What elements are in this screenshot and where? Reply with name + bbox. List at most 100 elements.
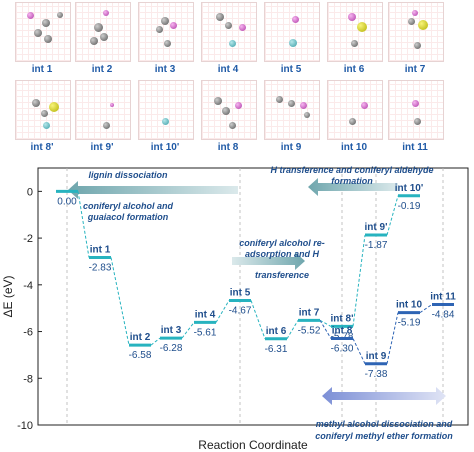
atom-sphere	[40, 109, 48, 117]
value-label-int5: -4.67	[229, 305, 252, 316]
y-tick-label: 0	[27, 186, 33, 198]
value-label-int3: -6.28	[160, 343, 183, 354]
value-label-int10: -5.19	[398, 318, 421, 329]
connector-line	[319, 320, 332, 339]
structure-label: int 2	[91, 64, 113, 75]
structure-thumbnail	[138, 2, 194, 62]
connector-line	[286, 320, 299, 340]
state-label-int9: int 9	[366, 351, 387, 362]
connector-line	[386, 195, 399, 236]
atom-sphere	[411, 99, 419, 107]
value-label-int2: -6.58	[129, 350, 152, 361]
x-axis-label: Reaction Coordinate	[198, 438, 308, 452]
atom-sphere	[289, 39, 297, 47]
methyl-arrow	[322, 387, 446, 405]
structure-thumbnail	[264, 80, 320, 140]
value-label-int9: -7.38	[365, 369, 388, 380]
state-label-int6: int 6	[266, 326, 287, 337]
connector-line	[215, 300, 230, 323]
connector-line	[419, 304, 433, 314]
structure-label: int 4	[217, 64, 239, 75]
value-label-int6: -6.31	[265, 344, 288, 355]
structure-label: int 6	[343, 64, 365, 75]
atom-sphere	[42, 19, 50, 27]
structure-thumbnail	[15, 2, 71, 62]
connector-line	[181, 322, 195, 339]
connector-line	[352, 234, 366, 327]
y-tick-label: -6	[23, 327, 33, 339]
y-tick-label: -2	[23, 233, 33, 245]
state-label-int2: int 2	[130, 332, 151, 343]
atom-sphere	[348, 117, 356, 125]
structure-thumbnail	[388, 80, 444, 140]
structure-panel: int 1 int 2 int 3 int 4 int 5 int 6 int 7 int 8…	[0, 0, 474, 160]
atom-sphere	[413, 41, 421, 49]
atom-sphere	[163, 39, 171, 47]
atom-sphere	[34, 29, 42, 37]
atom-sphere	[357, 22, 367, 32]
annotation-lignin: lignin dissociation	[88, 170, 168, 180]
connector-line	[110, 257, 130, 346]
state-label-int8p: int 8'	[331, 313, 354, 324]
value-label-int1: -2.83	[89, 262, 112, 273]
atom-sphere	[413, 117, 421, 125]
atom-sphere	[412, 10, 418, 16]
value-label-int4: -5.61	[194, 327, 217, 338]
annotation-guaiacol-1: coniferyl alcohol and	[83, 201, 174, 211]
atom-sphere	[407, 17, 415, 25]
structure-label: int 11	[402, 142, 428, 153]
annotation-guaiacol-2: guaiacol formation	[87, 212, 169, 222]
structure-label: int 10'	[150, 142, 180, 153]
atom-sphere	[110, 103, 114, 107]
atom-sphere	[161, 117, 169, 125]
atom-sphere	[100, 33, 108, 41]
structure-thumbnail	[201, 80, 257, 140]
atom-sphere	[222, 107, 230, 115]
annotation-readsorption-2: adsorption and H	[245, 249, 320, 259]
connector-line	[386, 312, 399, 364]
state-label-int5: int 5	[230, 287, 251, 298]
lignin-arrow	[68, 181, 238, 199]
structure-thumbnail	[75, 2, 131, 62]
structure-thumbnail	[264, 2, 320, 62]
atom-sphere	[214, 97, 222, 105]
atom-sphere	[287, 99, 295, 107]
annotation-readsorption-1: coniferyl alcohol re-	[239, 238, 325, 248]
structure-thumbnail	[201, 2, 257, 62]
atom-sphere	[161, 17, 169, 25]
state-label-int9p: int 9'	[365, 222, 388, 233]
atom-sphere	[93, 22, 103, 32]
atom-sphere	[57, 12, 63, 18]
atom-sphere	[155, 25, 163, 33]
y-axis-label: ΔE (eV)	[1, 275, 15, 317]
state-label-int10p: int 10'	[395, 183, 424, 194]
plot-frame	[37, 167, 469, 426]
atom-sphere	[42, 121, 50, 129]
structure-thumbnail	[327, 2, 383, 62]
htransfer-arrow	[308, 178, 398, 196]
atom-sphere	[44, 35, 52, 43]
atom-sphere	[169, 21, 177, 29]
structure-label: int 5	[280, 64, 302, 75]
structure-label: int 10	[340, 142, 368, 153]
structure-label: int 3	[154, 64, 176, 75]
connector-line	[250, 300, 266, 339]
state-label-int3: int 3	[161, 325, 182, 336]
annotation-readsorption-3: transference	[255, 270, 309, 280]
atom-sphere	[299, 101, 307, 109]
atom-sphere	[103, 10, 109, 16]
energy-profile-chart: 0 -2 -4 -6 -8 -10 ΔE (eV) Reaction Coordinate li…	[1, 165, 469, 452]
atom-sphere	[418, 20, 428, 30]
structure-thumbnail	[138, 80, 194, 140]
atom-sphere	[49, 102, 59, 112]
atom-sphere	[234, 101, 242, 109]
structure-label: int 8	[217, 142, 239, 153]
state-label-int8: int 8	[332, 326, 353, 337]
annotation-htransfer-2: formation	[331, 176, 373, 186]
value-label-int9p: -1.87	[365, 240, 388, 251]
y-tick-label: -8	[23, 373, 33, 385]
connector-line	[319, 319, 332, 327]
y-tick-label: -10	[17, 420, 33, 432]
atom-sphere	[348, 13, 356, 21]
structure-label: int 9	[280, 142, 302, 153]
